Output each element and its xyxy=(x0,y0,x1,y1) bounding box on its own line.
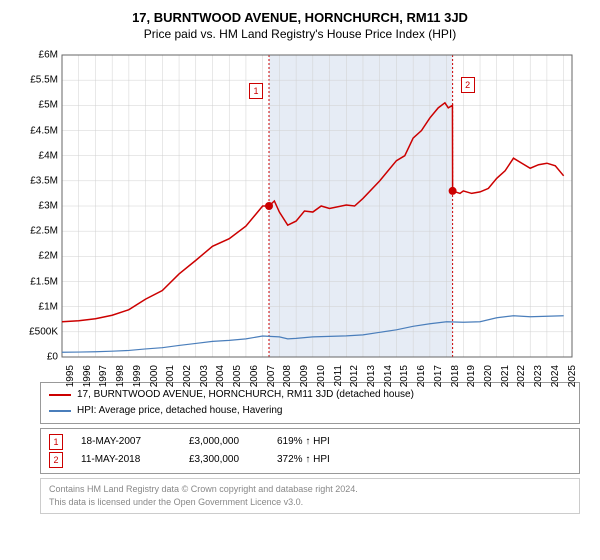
x-tick-label: 1998 xyxy=(115,365,126,387)
x-tick-label: 2019 xyxy=(466,365,477,387)
chart-subtitle: Price paid vs. HM Land Registry's House … xyxy=(0,25,600,47)
legend-swatch-2 xyxy=(49,410,71,412)
x-tick-label: 2012 xyxy=(349,365,360,387)
sale-marker-1: 1 xyxy=(49,434,63,450)
x-tick-label: 2021 xyxy=(500,365,511,387)
x-tick-label: 2006 xyxy=(249,365,260,387)
chart-sale-marker: 2 xyxy=(461,77,475,93)
y-tick-label: £500K xyxy=(29,326,58,337)
chart-sale-marker: 1 xyxy=(249,83,263,99)
y-tick-label: £1M xyxy=(39,301,58,312)
legend-swatch-1 xyxy=(49,394,71,396)
x-tick-label: 2005 xyxy=(232,365,243,387)
sale-row: 2 11-MAY-2018 £3,300,000 372% ↑ HPI xyxy=(49,451,571,469)
x-tick-label: 2015 xyxy=(399,365,410,387)
x-tick-label: 2020 xyxy=(483,365,494,387)
x-tick-label: 1999 xyxy=(132,365,143,387)
x-tick-label: 2000 xyxy=(149,365,160,387)
sale-pct: 372% ↑ HPI xyxy=(277,451,367,469)
y-tick-label: £1.5M xyxy=(30,276,58,287)
y-tick-label: £6M xyxy=(39,50,58,61)
sale-date: 18-MAY-2007 xyxy=(81,433,171,451)
sale-price: £3,000,000 xyxy=(189,433,259,451)
chart-container: 17, BURNTWOOD AVENUE, HORNCHURCH, RM11 3… xyxy=(0,0,600,560)
x-tick-label: 2008 xyxy=(282,365,293,387)
x-tick-label: 2017 xyxy=(433,365,444,387)
legend-row-2: HPI: Average price, detached house, Have… xyxy=(49,403,571,419)
x-tick-label: 2010 xyxy=(316,365,327,387)
y-tick-label: £5.5M xyxy=(30,75,58,86)
footer-line-2: This data is licensed under the Open Gov… xyxy=(49,496,571,509)
legend: 17, BURNTWOOD AVENUE, HORNCHURCH, RM11 3… xyxy=(40,382,580,424)
y-tick-label: £3M xyxy=(39,201,58,212)
x-tick-label: 2023 xyxy=(533,365,544,387)
sale-pct: 619% ↑ HPI xyxy=(277,433,367,451)
chart-plot-area: £0 £500K £1M £1.5M £2M £2.5M £3M £3.5M £4M £4.5M £… xyxy=(20,47,580,377)
sale-date: 11-MAY-2018 xyxy=(81,451,171,469)
y-tick-label: £0 xyxy=(47,352,58,363)
sale-row: 1 18-MAY-2007 £3,000,000 619% ↑ HPI xyxy=(49,433,571,451)
sales-table: 1 18-MAY-2007 £3,000,000 619% ↑ HPI 2 11… xyxy=(40,428,580,474)
x-tick-label: 1997 xyxy=(98,365,109,387)
legend-label-2: HPI: Average price, detached house, Have… xyxy=(77,403,283,419)
x-tick-label: 2003 xyxy=(199,365,210,387)
x-tick-label: 2013 xyxy=(366,365,377,387)
x-tick-label: 2024 xyxy=(550,365,561,387)
chart-title: 17, BURNTWOOD AVENUE, HORNCHURCH, RM11 3… xyxy=(0,0,600,25)
x-tick-label: 2004 xyxy=(215,365,226,387)
x-tick-label: 2022 xyxy=(516,365,527,387)
x-tick-label: 2011 xyxy=(333,365,344,387)
x-tick-label: 1996 xyxy=(82,365,93,387)
legend-row-1: 17, BURNTWOOD AVENUE, HORNCHURCH, RM11 3… xyxy=(49,387,571,403)
x-tick-label: 2007 xyxy=(266,365,277,387)
x-tick-label: 2014 xyxy=(383,365,394,387)
footer: Contains HM Land Registry data © Crown c… xyxy=(40,478,580,514)
x-tick-label: 2018 xyxy=(450,365,461,387)
y-tick-label: £4M xyxy=(39,150,58,161)
y-tick-label: £2.5M xyxy=(30,226,58,237)
chart-svg xyxy=(20,47,580,377)
y-tick-label: £5M xyxy=(39,100,58,111)
x-tick-label: 2001 xyxy=(165,365,176,387)
y-tick-label: £3.5M xyxy=(30,175,58,186)
footer-line-1: Contains HM Land Registry data © Crown c… xyxy=(49,483,571,496)
x-tick-label: 2002 xyxy=(182,365,193,387)
y-tick-label: £4.5M xyxy=(30,125,58,136)
sale-price: £3,300,000 xyxy=(189,451,259,469)
x-tick-label: 1995 xyxy=(65,365,76,387)
x-tick-label: 2016 xyxy=(416,365,427,387)
legend-label-1: 17, BURNTWOOD AVENUE, HORNCHURCH, RM11 3… xyxy=(77,387,414,403)
sale-marker-2: 2 xyxy=(49,452,63,468)
x-tick-label: 2025 xyxy=(567,365,578,387)
y-tick-label: £2M xyxy=(39,251,58,262)
x-tick-label: 2009 xyxy=(299,365,310,387)
